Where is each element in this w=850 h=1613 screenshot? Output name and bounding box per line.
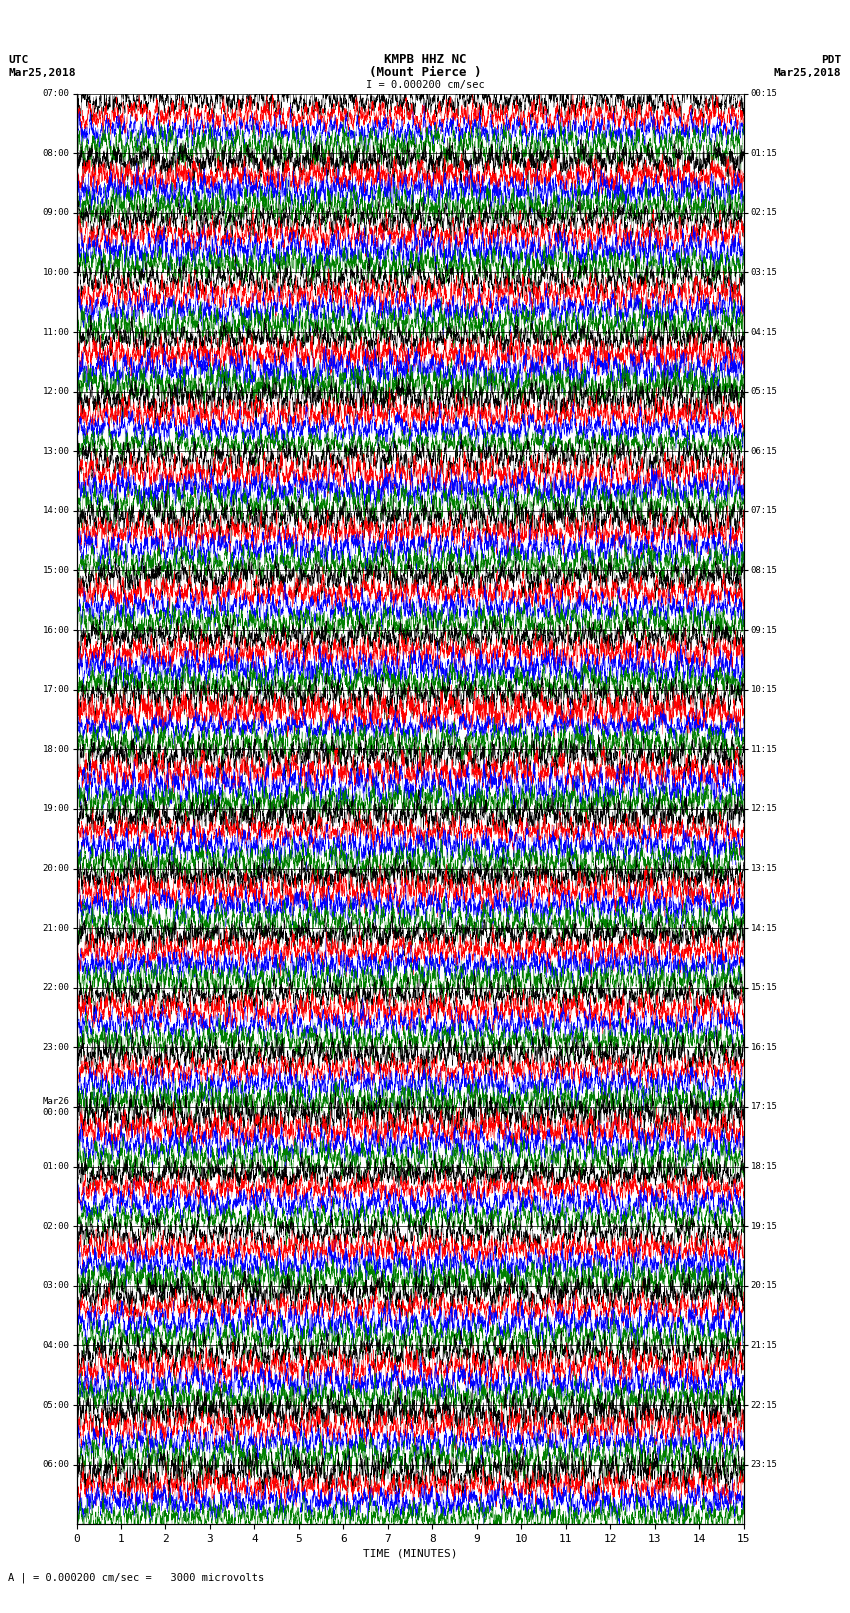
Text: I = 0.000200 cm/sec: I = 0.000200 cm/sec <box>366 81 484 90</box>
Text: Mar25,2018: Mar25,2018 <box>774 68 842 77</box>
Text: UTC: UTC <box>8 55 29 65</box>
Text: Mar25,2018: Mar25,2018 <box>8 68 76 77</box>
X-axis label: TIME (MINUTES): TIME (MINUTES) <box>363 1548 457 1558</box>
Text: PDT: PDT <box>821 55 842 65</box>
Text: A | = 0.000200 cm/sec =   3000 microvolts: A | = 0.000200 cm/sec = 3000 microvolts <box>8 1573 264 1582</box>
Text: KMPB HHZ NC: KMPB HHZ NC <box>383 53 467 66</box>
Text: (Mount Pierce ): (Mount Pierce ) <box>369 66 481 79</box>
